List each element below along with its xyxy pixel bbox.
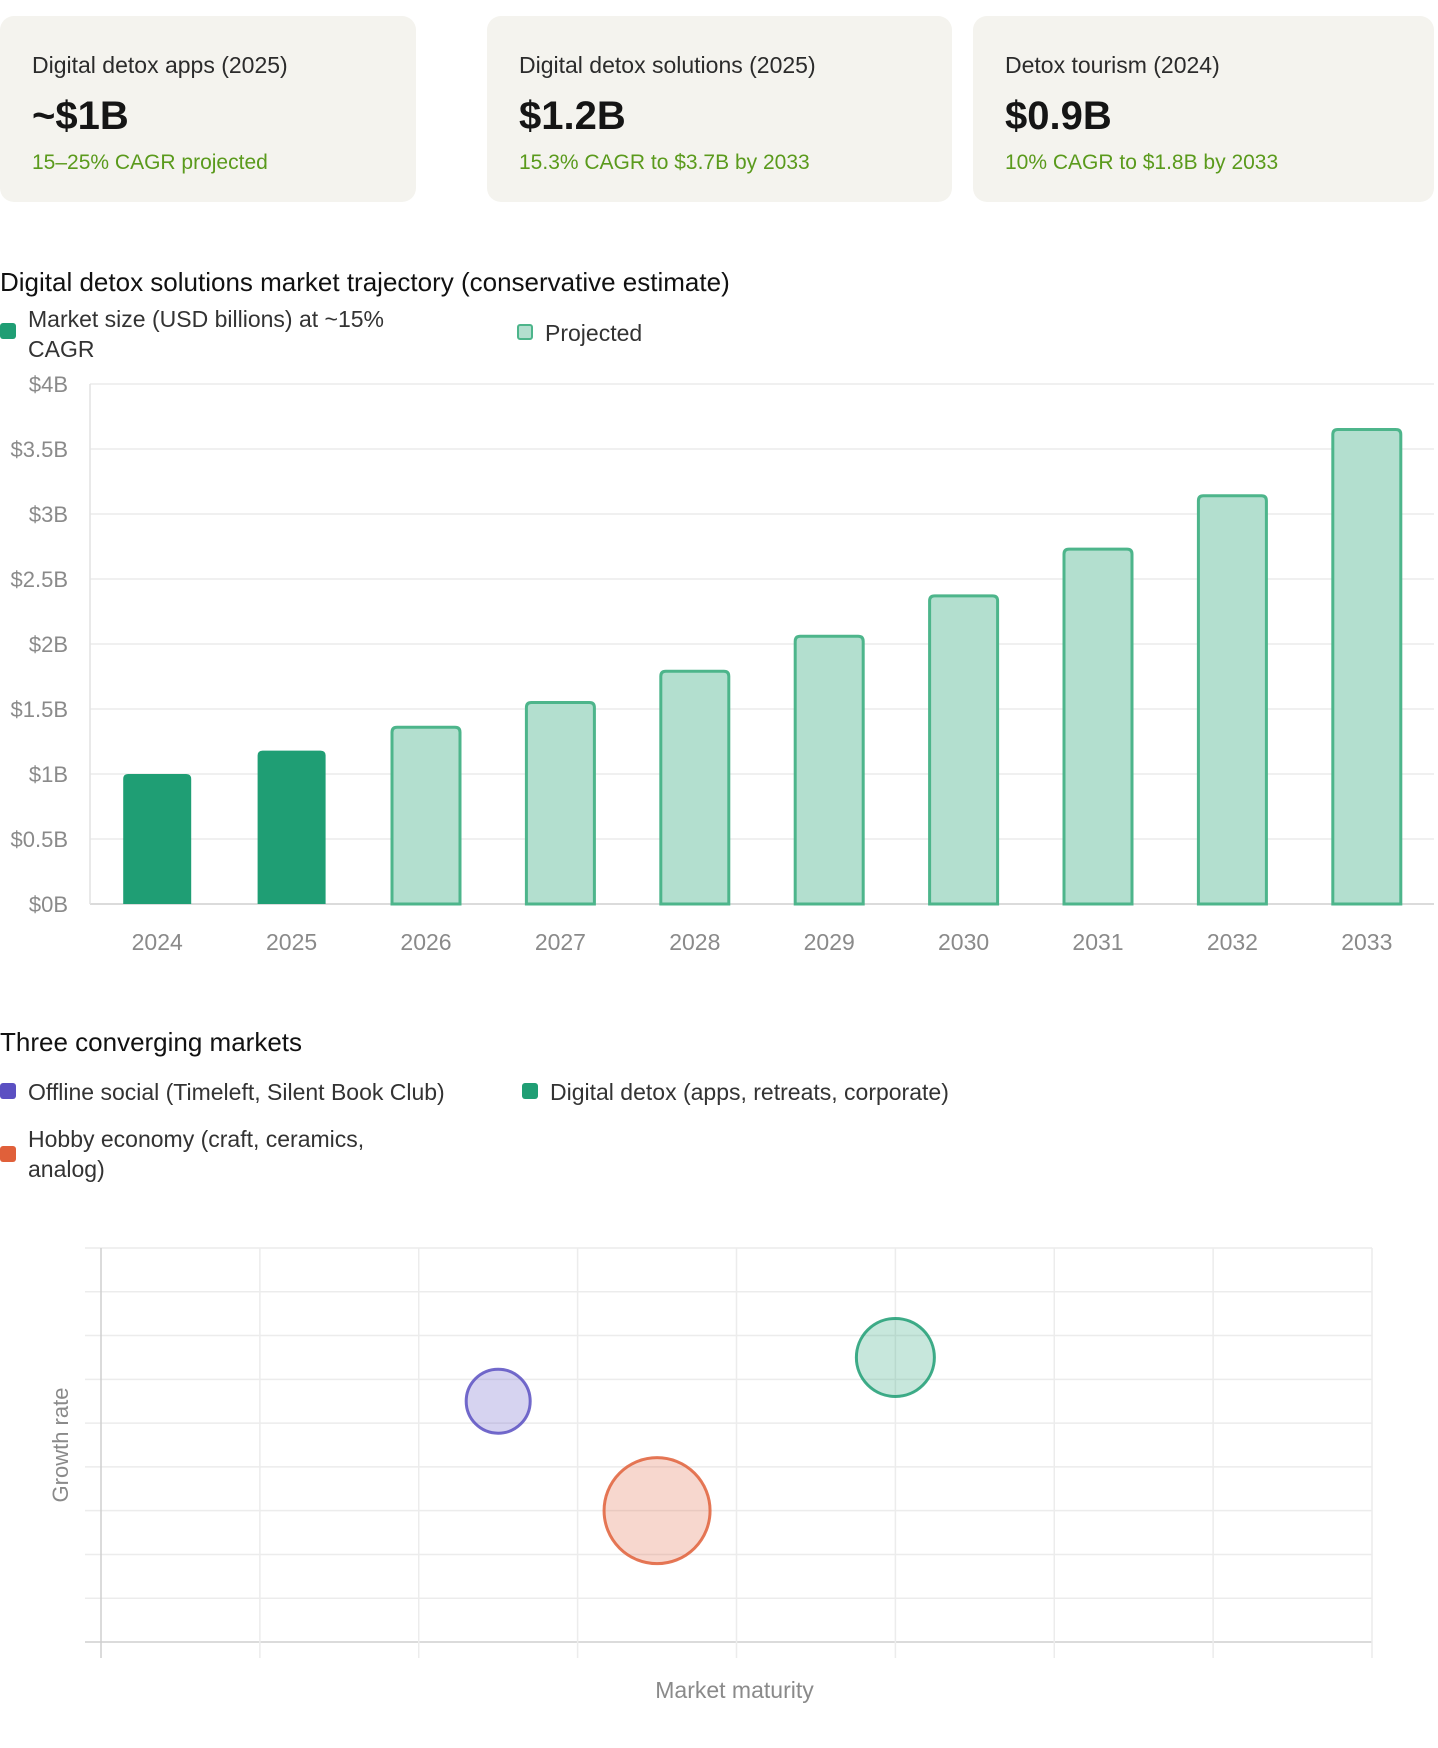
bubble-hobby-economy[interactable] bbox=[602, 1456, 712, 1566]
legend-item-hobby-economy[interactable]: Hobby economy (craft, ceramics, analog) bbox=[0, 1124, 440, 1184]
bar-2026[interactable] bbox=[390, 725, 462, 906]
x-tick-label: 2032 bbox=[1207, 929, 1258, 955]
y-tick-label: $3B bbox=[29, 502, 68, 527]
bubble-chart-title: Three converging markets bbox=[0, 1027, 303, 1057]
y-tick-label: $2.5B bbox=[11, 567, 69, 592]
kpi-card-apps: Digital detox apps (2025) ~$1B 15–25% CA… bbox=[0, 16, 416, 202]
kpi-card-value: ~$1B bbox=[32, 94, 129, 138]
bubble-chart: Market maturity Growth rate bbox=[48, 1247, 1373, 1703]
legend-label-line2: analog) bbox=[28, 1156, 105, 1182]
x-tick-label: 2029 bbox=[804, 929, 855, 955]
legend-item-digital-detox[interactable]: Digital detox (apps, retreats, corporate… bbox=[522, 1077, 1042, 1107]
y-axis-label: Growth rate bbox=[48, 1388, 73, 1503]
y-tick-label: $3.5B bbox=[11, 437, 69, 462]
x-tick-label: 2033 bbox=[1341, 929, 1392, 955]
legend-label: Market size (USD billions) at ~15% CAGR bbox=[28, 304, 384, 364]
bar-2032[interactable] bbox=[1196, 494, 1268, 906]
bar-2025[interactable] bbox=[257, 750, 326, 904]
kpi-card-label: Detox tourism (2024) bbox=[1005, 52, 1220, 78]
legend-label: Hobby economy (craft, ceramics, analog) bbox=[28, 1124, 364, 1184]
bar-2024[interactable] bbox=[123, 774, 192, 904]
y-tick-label: $0B bbox=[29, 892, 68, 917]
y-tick-label: $4B bbox=[29, 372, 68, 397]
bar-2033[interactable] bbox=[1331, 428, 1403, 906]
legend-swatch-projected bbox=[517, 324, 533, 340]
legend-label: Digital detox (apps, retreats, corporate… bbox=[550, 1079, 949, 1105]
y-tick-label: $1.5B bbox=[11, 697, 69, 722]
legend-swatch-offline-social bbox=[0, 1083, 16, 1099]
y-tick-label: $0.5B bbox=[11, 827, 69, 852]
bubble-offline-social[interactable] bbox=[464, 1367, 532, 1435]
kpi-card-label: Digital detox solutions (2025) bbox=[519, 52, 816, 78]
x-tick-label: 2024 bbox=[132, 929, 183, 955]
bar-2028[interactable] bbox=[659, 669, 731, 906]
kpi-card-label: Digital detox apps (2025) bbox=[32, 52, 288, 78]
kpi-card-tourism: Detox tourism (2024) $0.9B 10% CAGR to $… bbox=[973, 16, 1434, 202]
legend-label-line1: Hobby economy (craft, ceramics, bbox=[28, 1126, 365, 1152]
kpi-card-subtext: 15.3% CAGR to $3.7B by 2033 bbox=[519, 151, 810, 174]
bar-2031[interactable] bbox=[1062, 547, 1134, 906]
bar-2027[interactable] bbox=[524, 701, 596, 906]
legend-swatch-actual bbox=[0, 323, 16, 339]
legend-swatch-hobby-economy bbox=[0, 1146, 16, 1162]
x-tick-label: 2025 bbox=[266, 929, 317, 955]
kpi-card-subtext: 10% CAGR to $1.8B by 2033 bbox=[1005, 151, 1279, 174]
legend-label-line1: Market size (USD billions) at ~15% bbox=[28, 306, 384, 332]
x-tick-label: 2030 bbox=[938, 929, 989, 955]
x-tick-label: 2026 bbox=[400, 929, 451, 955]
x-tick-label: 2028 bbox=[669, 929, 720, 955]
legend-item-offline-social[interactable]: Offline social (Timeleft, Silent Book Cl… bbox=[0, 1077, 500, 1107]
legend-swatch-digital-detox bbox=[522, 1083, 538, 1099]
bar-2030[interactable] bbox=[928, 594, 1000, 906]
kpi-card-value: $0.9B bbox=[1005, 94, 1112, 138]
x-axis-label: Market maturity bbox=[655, 1677, 814, 1703]
legend-item-market-size[interactable]: Market size (USD billions) at ~15% CAGR bbox=[0, 304, 440, 364]
kpi-card-solutions: Digital detox solutions (2025) $1.2B 15.… bbox=[487, 16, 952, 202]
x-tick-label: 2027 bbox=[535, 929, 586, 955]
legend-label: Offline social (Timeleft, Silent Book Cl… bbox=[28, 1079, 445, 1105]
kpi-cards: Digital detox apps (2025) ~$1B 15–25% CA… bbox=[0, 16, 1434, 202]
x-tick-label: 2031 bbox=[1072, 929, 1123, 955]
y-tick-label: $1B bbox=[29, 762, 68, 787]
kpi-card-subtext: 15–25% CAGR projected bbox=[32, 151, 268, 174]
bar-2029[interactable] bbox=[793, 634, 865, 906]
bar-chart-title: Digital detox solutions market trajector… bbox=[0, 267, 730, 297]
bar-chart: $0B $0.5B $1B $1.5B $2B $2.5B $3B $3.5B $4B 2024 2… bbox=[11, 372, 1434, 955]
kpi-card-value: $1.2B bbox=[519, 94, 626, 138]
bubble-digital-detox[interactable] bbox=[854, 1316, 936, 1398]
y-tick-label: $2B bbox=[29, 632, 68, 657]
legend-item-projected[interactable]: Projected bbox=[517, 318, 717, 348]
legend-label-line2: CAGR bbox=[28, 336, 95, 362]
legend-label: Projected bbox=[545, 320, 643, 346]
